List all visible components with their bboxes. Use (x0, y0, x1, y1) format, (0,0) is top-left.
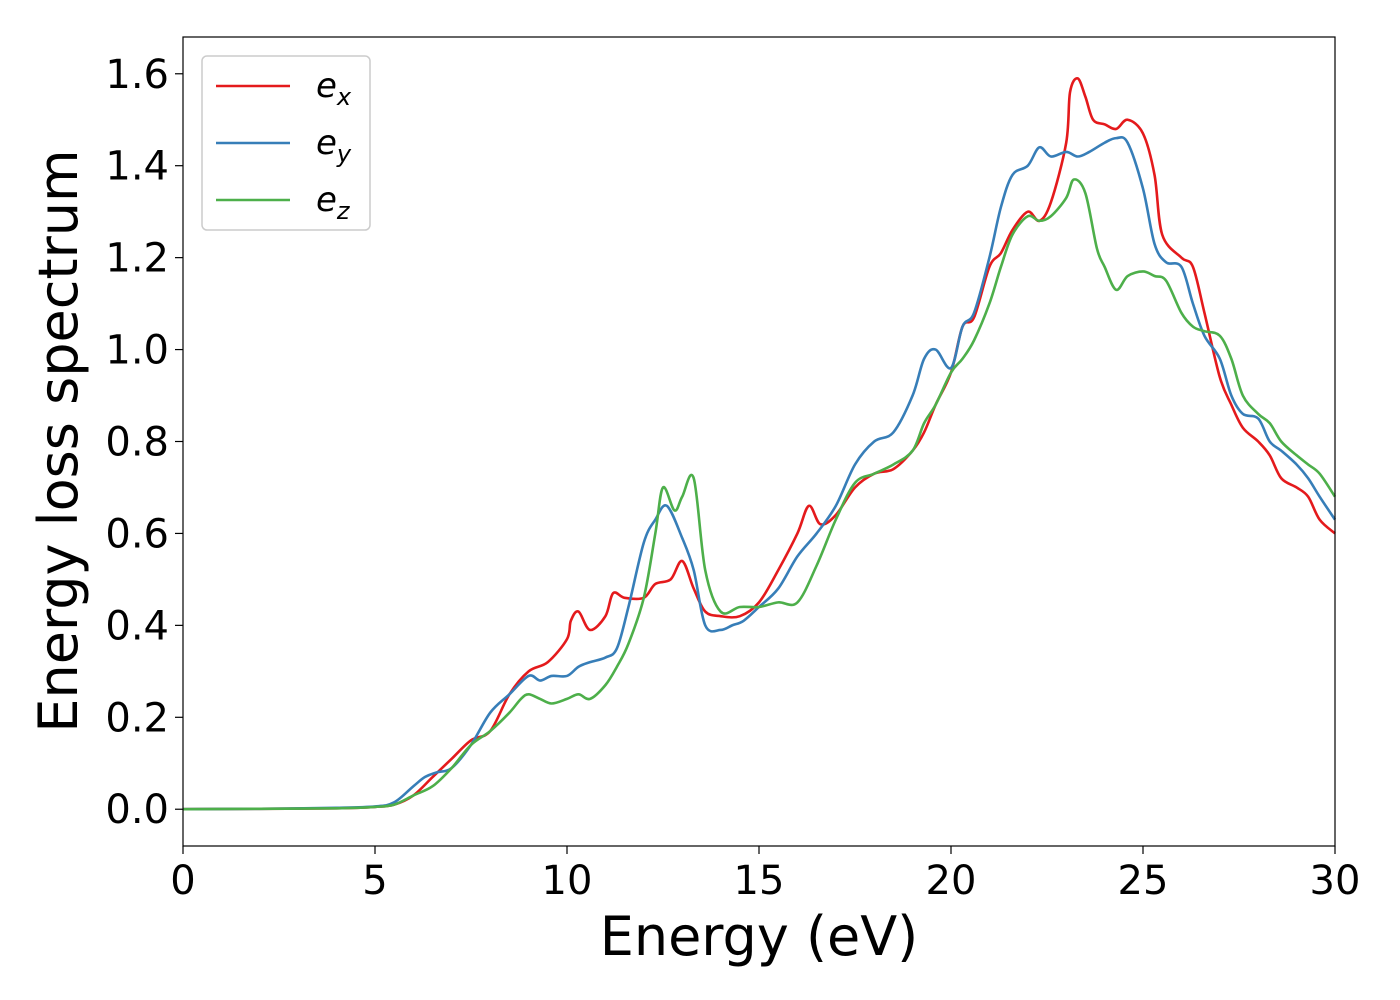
x-tick-label: 0 (170, 858, 195, 904)
y-tick-label: 0.2 (105, 695, 169, 741)
series-line-ez (182, 178, 1337, 811)
x-tick-label: 30 (1310, 858, 1361, 904)
y-tick-label: 0.4 (105, 603, 169, 649)
x-tick-label: 25 (1118, 858, 1169, 904)
series-line-ey (182, 135, 1337, 811)
series-line-ex (182, 77, 1336, 811)
x-tick-label: 20 (926, 858, 977, 904)
legend-label-ex: ex (316, 66, 352, 111)
x-axis: 0 5 10 15 20 25 30 (170, 846, 1360, 904)
y-tick-label: 1.4 (105, 144, 169, 190)
y-tick-label: 1.0 (105, 328, 169, 374)
x-tick-label: 10 (542, 858, 593, 904)
y-axis: 0.0 0.2 0.4 0.6 0.8 1.0 1.2 1.4 1.6 (105, 52, 183, 833)
legend: ex ey ez (201, 55, 371, 231)
x-tick-label: 15 (734, 858, 785, 904)
y-tick-label: 0.6 (105, 511, 169, 557)
x-axis-label: Energy (eV) (600, 905, 919, 968)
legend-label-ez: ez (316, 180, 351, 225)
y-tick-label: 1.6 (105, 52, 169, 98)
plot-background (183, 37, 1335, 846)
legend-label-ey: ey (316, 123, 352, 168)
y-tick-label: 1.2 (105, 236, 169, 282)
series-layer (182, 77, 1337, 811)
y-axis-label: Energy loss spectrum (27, 149, 90, 732)
y-tick-label: 0.0 (105, 787, 169, 833)
x-tick-label: 5 (362, 858, 387, 904)
y-tick-label: 0.8 (105, 420, 169, 466)
